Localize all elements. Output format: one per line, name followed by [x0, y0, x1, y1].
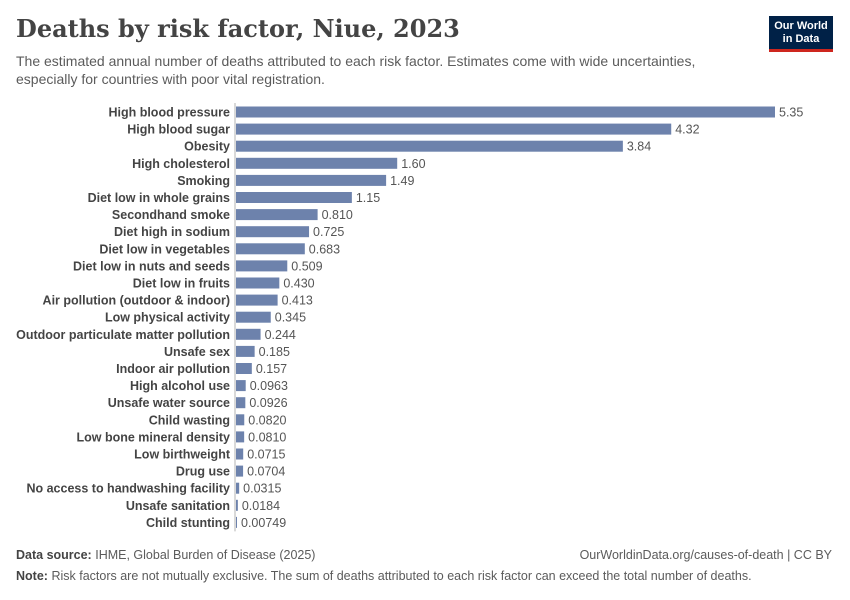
note: Note: Risk factors are not mutually excl…: [16, 569, 752, 583]
category-label: Diet low in fruits: [133, 277, 230, 291]
bar[interactable]: [236, 260, 288, 272]
source-url-link[interactable]: OurWorldinData.org/causes-of-death | CC …: [579, 548, 832, 562]
value-label: 0.0963: [250, 379, 288, 393]
bar[interactable]: [236, 482, 240, 494]
bar[interactable]: [236, 499, 238, 511]
category-label: Low physical activity: [105, 311, 230, 325]
category-label: High cholesterol: [132, 157, 230, 171]
category-label: Diet high in sodium: [114, 225, 230, 239]
bar[interactable]: [236, 311, 271, 323]
page-title: Deaths by risk factor, Niue, 2023: [16, 14, 460, 43]
bar[interactable]: [236, 363, 252, 374]
category-label: High blood sugar: [127, 123, 230, 137]
value-label: 0.725: [313, 225, 344, 239]
category-label: Diet low in whole grains: [88, 191, 230, 205]
owid-logo[interactable]: Our World in Data: [769, 16, 833, 52]
value-label: 0.0315: [243, 482, 281, 496]
value-label: 1.49: [390, 174, 414, 188]
value-label: 3.84: [627, 140, 651, 154]
note-label: Note:: [16, 569, 48, 583]
logo-line-1: Our World: [774, 19, 828, 32]
bar[interactable]: [236, 226, 310, 238]
bar[interactable]: [236, 174, 387, 186]
bar[interactable]: [236, 106, 775, 118]
bar[interactable]: [236, 465, 244, 477]
category-label: Outdoor particulate matter pollution: [16, 328, 230, 342]
bar[interactable]: [236, 209, 318, 221]
category-label: High blood pressure: [108, 106, 230, 120]
category-label: Child wasting: [149, 413, 230, 427]
bar[interactable]: [236, 192, 352, 203]
value-label: 0.345: [275, 311, 306, 325]
data-source-text: IHME, Global Burden of Disease (2025): [95, 548, 316, 562]
category-label: Low birthweight: [134, 448, 231, 462]
logo-line-2: in Data: [782, 32, 820, 45]
value-label: 0.0810: [248, 430, 286, 444]
bar[interactable]: [236, 157, 398, 169]
bar[interactable]: [236, 516, 237, 528]
value-label: 0.0184: [242, 499, 280, 513]
chart-subtitle: The estimated annual number of deaths at…: [16, 53, 696, 87]
value-label: 0.430: [283, 277, 314, 291]
value-label: 0.00749: [241, 516, 286, 530]
category-label: Unsafe sanitation: [126, 499, 230, 513]
value-label: 0.0715: [247, 448, 285, 462]
category-label: Diet low in nuts and seeds: [73, 259, 230, 273]
value-label: 0.244: [265, 328, 296, 342]
data-source-label: Data source:: [16, 548, 92, 562]
value-label: 0.683: [309, 242, 340, 256]
bar-chart: High blood pressure 5.35 High blood sugar 4…: [16, 103, 803, 532]
bar[interactable]: [236, 414, 245, 426]
note-text: Risk factors are not mutually exclusive.…: [51, 569, 752, 583]
bar[interactable]: [236, 294, 278, 306]
bar[interactable]: [236, 345, 255, 357]
bar[interactable]: [236, 243, 305, 255]
category-label: Indoor air pollution: [116, 362, 230, 376]
value-label: 0.0820: [248, 413, 286, 427]
value-label: 5.35: [779, 106, 803, 120]
bar[interactable]: [236, 448, 244, 460]
category-label: Obesity: [184, 140, 230, 154]
category-label: Secondhand smoke: [112, 208, 230, 222]
value-label: 0.413: [282, 294, 313, 308]
category-label: Unsafe water source: [108, 396, 230, 410]
bar[interactable]: [236, 431, 245, 443]
category-label: Child stunting: [146, 516, 230, 530]
category-label: Diet low in vegetables: [99, 242, 230, 256]
bar[interactable]: [236, 277, 280, 289]
value-label: 1.15: [356, 191, 380, 205]
category-label: Air pollution (outdoor & indoor): [43, 294, 230, 308]
value-label: 0.0704: [247, 465, 285, 479]
category-label: Low bone mineral density: [77, 430, 231, 444]
value-label: 0.810: [322, 208, 353, 222]
value-label: 0.185: [259, 345, 290, 359]
bar[interactable]: [236, 123, 672, 135]
value-label: 0.509: [291, 259, 322, 273]
bar[interactable]: [236, 328, 261, 340]
value-label: 1.60: [401, 157, 425, 171]
bar[interactable]: [236, 140, 623, 152]
value-label: 0.157: [256, 362, 287, 376]
bar[interactable]: [236, 380, 246, 392]
category-label: No access to handwashing facility: [26, 482, 230, 496]
bar[interactable]: [236, 397, 246, 409]
category-label: Drug use: [176, 465, 230, 479]
category-label: High alcohol use: [130, 379, 230, 393]
data-source: Data source: IHME, Global Burden of Dise…: [16, 548, 315, 562]
value-label: 0.0926: [249, 396, 287, 410]
category-label: Unsafe sex: [164, 345, 230, 359]
category-label: Smoking: [177, 174, 230, 188]
value-label: 4.32: [675, 123, 699, 137]
